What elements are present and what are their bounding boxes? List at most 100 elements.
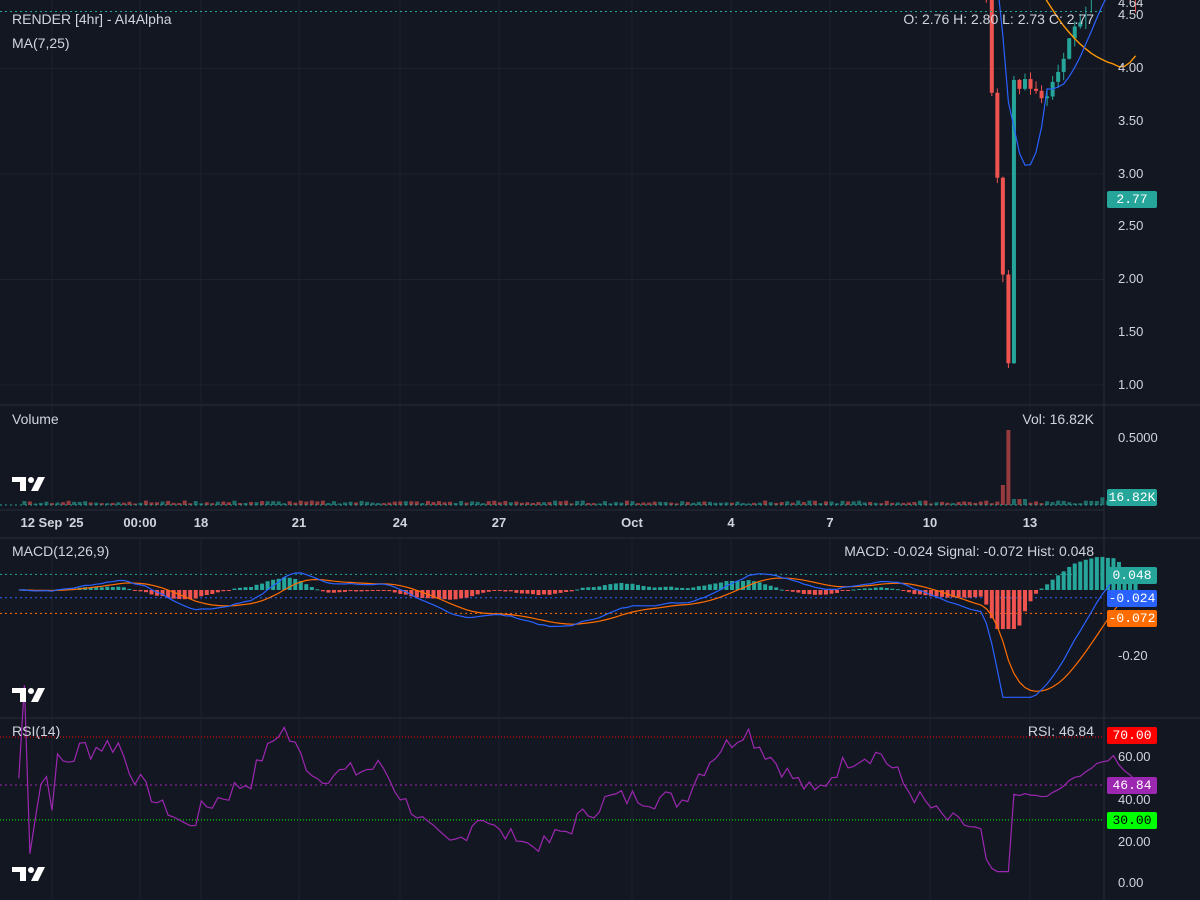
x-axis-label: 12 Sep '25 — [20, 515, 84, 530]
macd-histogram-bar — [210, 590, 215, 594]
volume-bar — [713, 502, 718, 505]
candle-body — [1034, 88, 1039, 91]
volume-bar — [729, 502, 734, 505]
macd-histogram-bar — [387, 590, 392, 592]
macd-histogram-bar — [448, 590, 453, 600]
volume-bar — [1039, 503, 1044, 505]
macd-histogram-bar — [309, 587, 314, 590]
volume-bar — [1061, 500, 1066, 505]
volume-bar — [658, 501, 663, 505]
volume-bar — [840, 500, 845, 505]
macd-histogram-bar — [254, 584, 259, 590]
volume-bar — [1094, 501, 1099, 505]
volume-bar — [249, 501, 254, 505]
volume-bar — [890, 502, 895, 505]
volume-bar — [55, 502, 60, 505]
volume-bar — [127, 501, 132, 505]
macd-histogram-bar — [143, 590, 148, 593]
x-axis-label: 18 — [193, 515, 209, 530]
volume-bar — [989, 503, 994, 505]
price-tick: 1.50 — [1118, 324, 1144, 339]
volume-bar — [160, 501, 165, 505]
volume-bar — [27, 501, 32, 505]
volume-bar — [376, 503, 381, 505]
macd-histogram-bar — [641, 586, 646, 590]
volume-tick: 0.5000 — [1118, 430, 1158, 445]
candle-body — [1011, 79, 1016, 364]
volume-bar — [221, 501, 226, 505]
macd-histogram-bar — [1094, 557, 1099, 590]
candle-body — [1028, 79, 1033, 89]
volume-bar — [470, 501, 475, 505]
volume-bar — [370, 502, 375, 505]
macd-histogram-bar — [812, 590, 817, 595]
macd-histogram-bar — [613, 583, 618, 590]
volume-bar — [774, 502, 779, 505]
volume-bar — [348, 501, 353, 505]
volume-bar — [409, 501, 414, 505]
volume-bar — [597, 503, 602, 505]
volume-bar — [276, 501, 281, 505]
volume-readout: Vol: 16.82K — [1022, 411, 1094, 427]
macd-histogram-bar — [580, 587, 585, 590]
macd-histogram-bar — [249, 587, 254, 590]
volume-bar — [823, 501, 828, 505]
volume-bar — [901, 502, 906, 505]
macd-histogram-bar — [492, 590, 497, 591]
macd-histogram-bar — [696, 586, 701, 590]
macd-histogram-bar — [331, 590, 336, 593]
volume-bar — [724, 502, 729, 505]
volume-bar — [354, 502, 359, 505]
volume-bar — [674, 503, 679, 505]
macd-histogram-bar — [868, 588, 873, 590]
macd-signal-tag: -0.072 — [1107, 610, 1157, 627]
price-tick: 4.50 — [1118, 7, 1144, 22]
volume-bar — [309, 500, 314, 505]
macd-histogram-bar — [1050, 579, 1055, 590]
macd-histogram-bar — [973, 590, 978, 598]
price-tick: 2.00 — [1118, 271, 1144, 286]
volume-bar — [630, 501, 635, 505]
macd-histogram-bar — [1034, 590, 1039, 594]
volume-bar — [403, 501, 408, 505]
volume-bar — [779, 502, 784, 505]
macd-histogram-bar — [857, 588, 862, 590]
macd-histogram-bar — [602, 585, 607, 590]
volume-bar — [973, 502, 978, 505]
volume-bar — [525, 502, 530, 505]
macd-histogram-bar — [917, 590, 922, 595]
price-tick: 2.50 — [1118, 218, 1144, 233]
macd-histogram-bar — [436, 590, 441, 599]
volume-bar — [138, 502, 143, 505]
volume-bar — [530, 502, 535, 505]
volume-bar — [50, 503, 54, 505]
macd-histogram-bar — [752, 581, 757, 590]
volume-bar — [66, 500, 71, 505]
volume-bar — [696, 501, 701, 505]
macd-histogram-bar — [575, 589, 580, 591]
volume-bar — [835, 503, 840, 505]
macd-histogram-bar — [912, 590, 917, 595]
volume-bar — [475, 501, 480, 505]
macd-histogram-bar — [149, 590, 154, 595]
candle-body — [1039, 90, 1044, 99]
price-tick: 3.50 — [1118, 113, 1144, 128]
volume-bar — [22, 501, 27, 505]
macd-histogram-bar — [995, 590, 1000, 629]
macd-tick: -0.20 — [1118, 648, 1148, 663]
macd-histogram-bar — [1011, 590, 1016, 629]
volume-bar — [44, 501, 49, 505]
volume-bar — [304, 501, 309, 505]
volume-bar — [1045, 501, 1050, 505]
volume-bar — [812, 500, 817, 505]
candle-body — [995, 92, 1000, 178]
price-tick: 4.00 — [1118, 60, 1144, 75]
volume-bar — [1011, 499, 1016, 505]
volume-bar — [1078, 503, 1083, 505]
volume-bar — [818, 503, 823, 505]
macd-histogram-bar — [414, 590, 419, 598]
volume-bar — [962, 501, 967, 505]
volume-bar — [707, 501, 712, 505]
macd-title: MACD(12,26,9) — [12, 543, 110, 559]
